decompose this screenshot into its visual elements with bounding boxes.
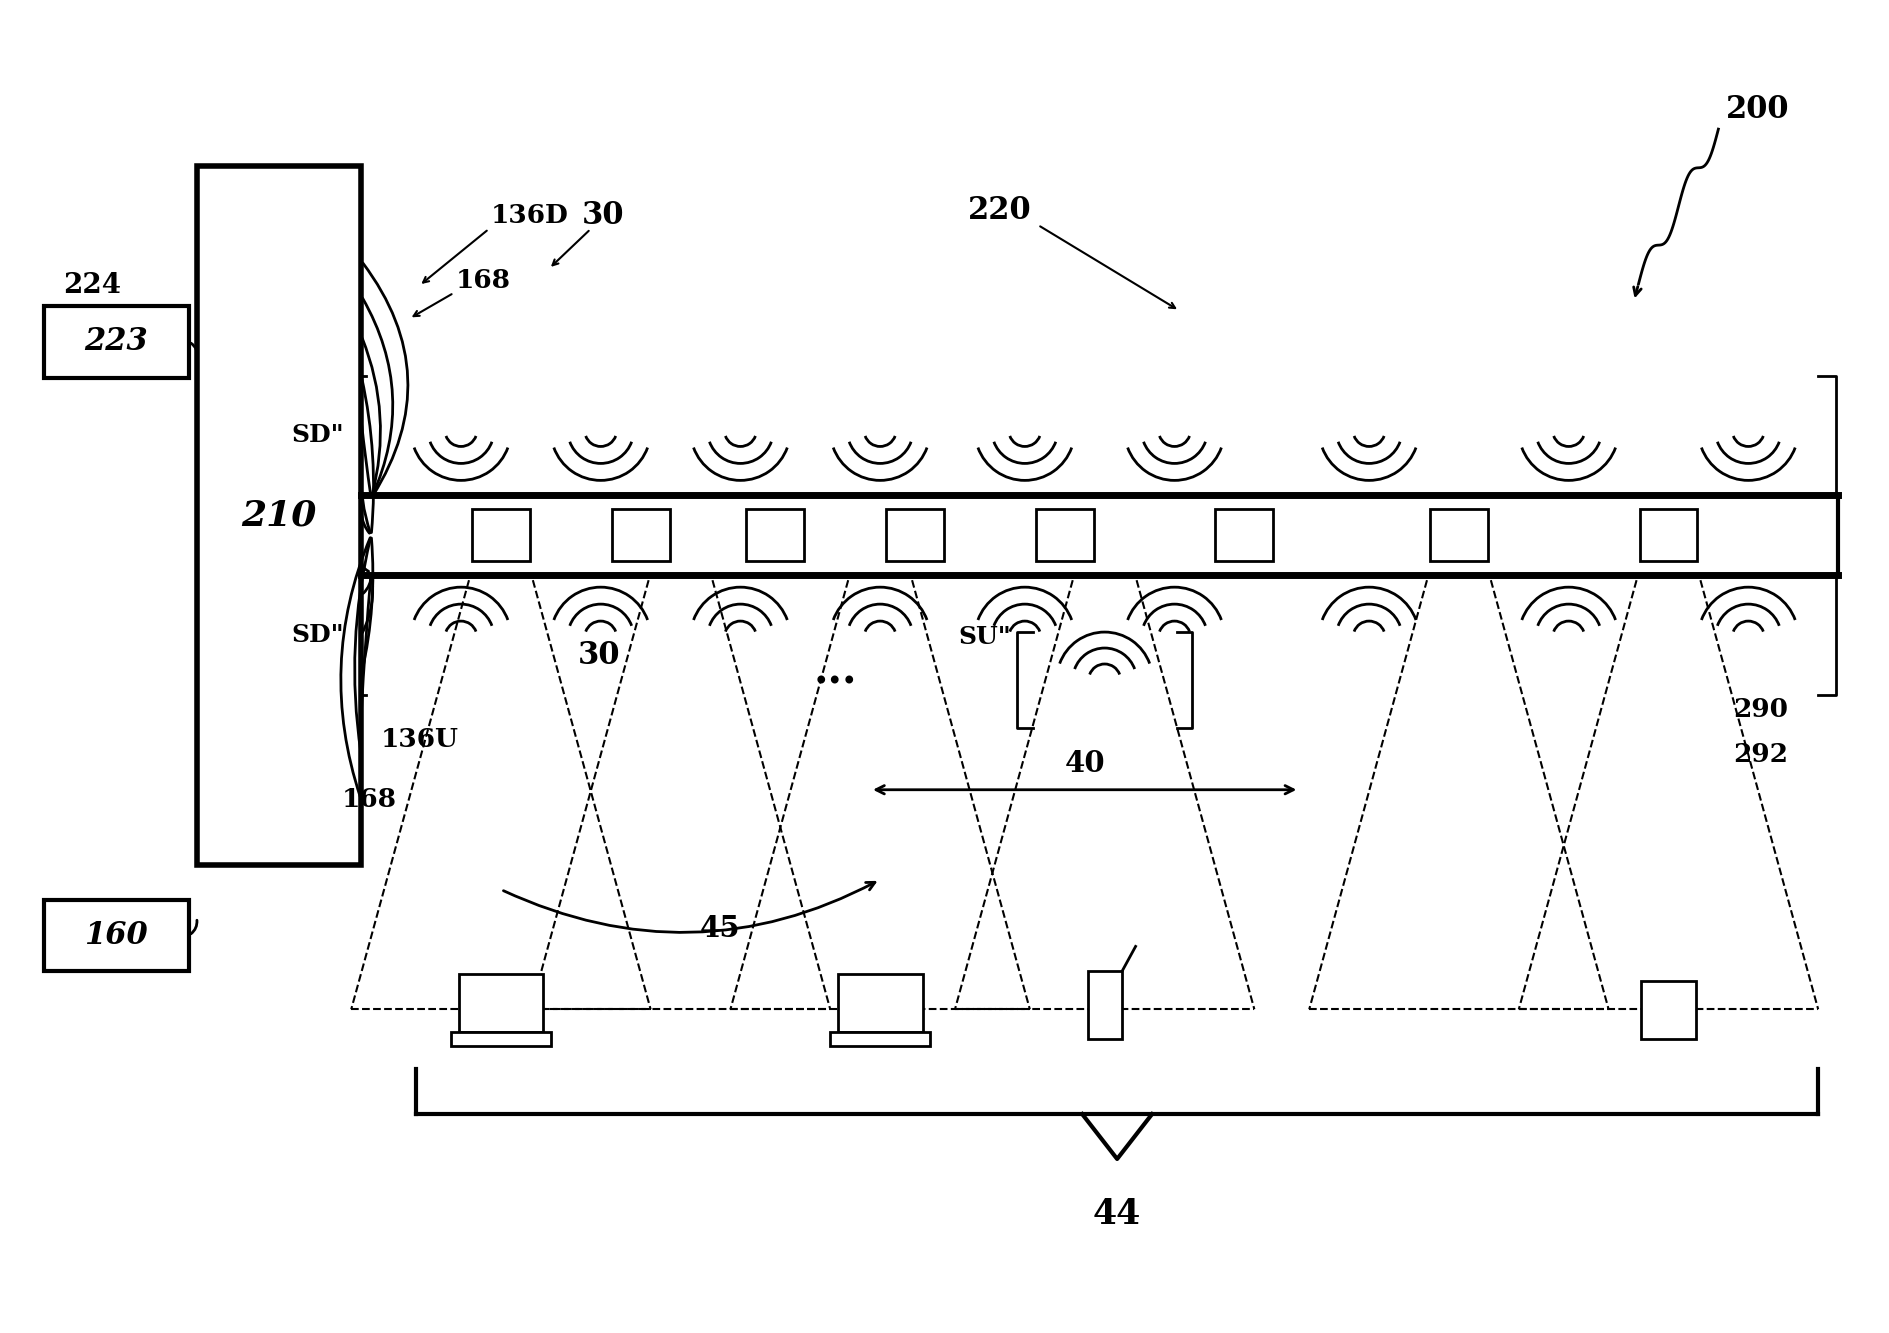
Text: SU": SU"	[958, 625, 1011, 649]
Bar	[361, 496, 1838, 576]
Bar	[451, 1032, 552, 1046]
Bar	[886, 509, 944, 561]
Bar	[472, 509, 531, 561]
Text: 210: 210	[242, 499, 317, 532]
Text: 224: 224	[62, 272, 121, 300]
Bar	[837, 974, 922, 1032]
Text: 30: 30	[578, 640, 620, 670]
Text: 168: 168	[455, 268, 512, 293]
Bar	[612, 509, 669, 561]
Bar	[196, 167, 361, 865]
Text: 220: 220	[967, 196, 1031, 227]
Text: 160: 160	[85, 920, 147, 950]
Bar	[1642, 981, 1696, 1040]
Text: 30: 30	[582, 200, 623, 232]
Text: 168: 168	[342, 788, 397, 812]
Text: SD": SD"	[291, 424, 344, 448]
Text: 40: 40	[1064, 749, 1105, 777]
Bar	[459, 974, 544, 1032]
Text: 292: 292	[1734, 742, 1789, 768]
Text: 136D: 136D	[491, 204, 569, 228]
Text: 200: 200	[1727, 93, 1791, 125]
Bar	[1215, 509, 1273, 561]
Text: SD": SD"	[291, 623, 344, 647]
Bar	[831, 1032, 929, 1046]
Text: 45: 45	[701, 914, 740, 944]
Bar	[746, 509, 805, 561]
Text: 290: 290	[1734, 697, 1789, 722]
Bar	[1088, 972, 1122, 1040]
Bar	[43, 900, 189, 972]
Text: 44: 44	[1094, 1197, 1141, 1230]
Text: 223: 223	[85, 327, 147, 357]
Text: ...: ...	[814, 651, 858, 693]
Bar	[1430, 509, 1489, 561]
Text: 136U: 136U	[382, 728, 459, 752]
Bar	[1640, 509, 1698, 561]
Bar	[43, 305, 189, 377]
Bar	[1035, 509, 1094, 561]
